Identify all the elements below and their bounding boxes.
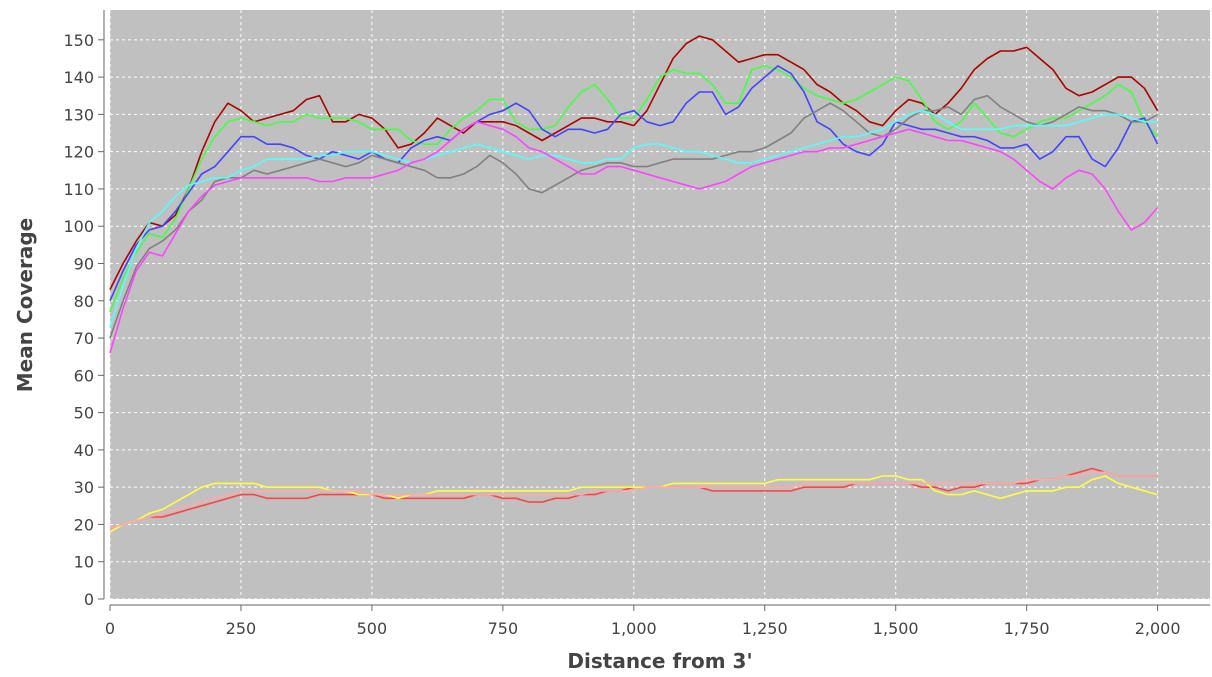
y-tick-label: 0 <box>84 590 94 609</box>
series-line-3 <box>109 65 1159 302</box>
series-line-8 <box>109 475 1158 533</box>
x-tick-label: 1,250 <box>742 619 788 638</box>
plot-background <box>110 10 1210 599</box>
y-axis-ticks: 0 10 20 30 40 50 60 70 80 90 100 110 120 130 140 150 <box>63 31 104 609</box>
series-line-1 <box>109 35 1159 290</box>
y-tick-label: 50 <box>74 404 94 423</box>
x-tick-label: 250 <box>226 619 257 638</box>
y-tick-label: 130 <box>63 105 94 124</box>
series-line-5 <box>109 109 1158 328</box>
series-layer <box>109 35 1159 533</box>
y-axis-title: Mean Coverage <box>13 218 37 392</box>
y-tick-label: 90 <box>74 254 94 273</box>
y-tick-label: 140 <box>63 68 94 87</box>
y-tick-label: 60 <box>74 366 94 385</box>
x-tick-label: 1,500 <box>873 619 919 638</box>
y-tick-label: 110 <box>63 180 94 199</box>
y-tick-label: 10 <box>74 553 94 572</box>
y-tick-label: 40 <box>74 441 94 460</box>
series-line-6 <box>109 121 1159 354</box>
x-tick-label: 750 <box>488 619 519 638</box>
x-tick-label: 1,750 <box>1004 619 1050 638</box>
x-axis-ticks: 0 250 500 750 1,000 1,250 1,500 1,750 2,000 <box>105 605 1181 638</box>
y-tick-label: 70 <box>74 329 94 348</box>
grid-lines <box>109 10 1210 600</box>
x-tick-label: 2,000 <box>1135 619 1181 638</box>
y-tick-label: 20 <box>74 515 94 534</box>
y-tick-label: 30 <box>74 478 94 497</box>
x-tick-label: 1,000 <box>611 619 657 638</box>
series-line-4 <box>109 94 1158 339</box>
x-axis-title: Distance from 3' <box>567 649 752 673</box>
y-tick-label: 150 <box>63 31 94 50</box>
y-tick-label: 120 <box>63 143 94 162</box>
series-line-9 <box>109 471 1158 529</box>
x-tick-label: 0 <box>105 619 115 638</box>
x-tick-label: 500 <box>357 619 388 638</box>
y-tick-label: 80 <box>74 292 94 311</box>
y-tick-label: 100 <box>63 217 94 236</box>
series-line-2 <box>109 65 1159 313</box>
